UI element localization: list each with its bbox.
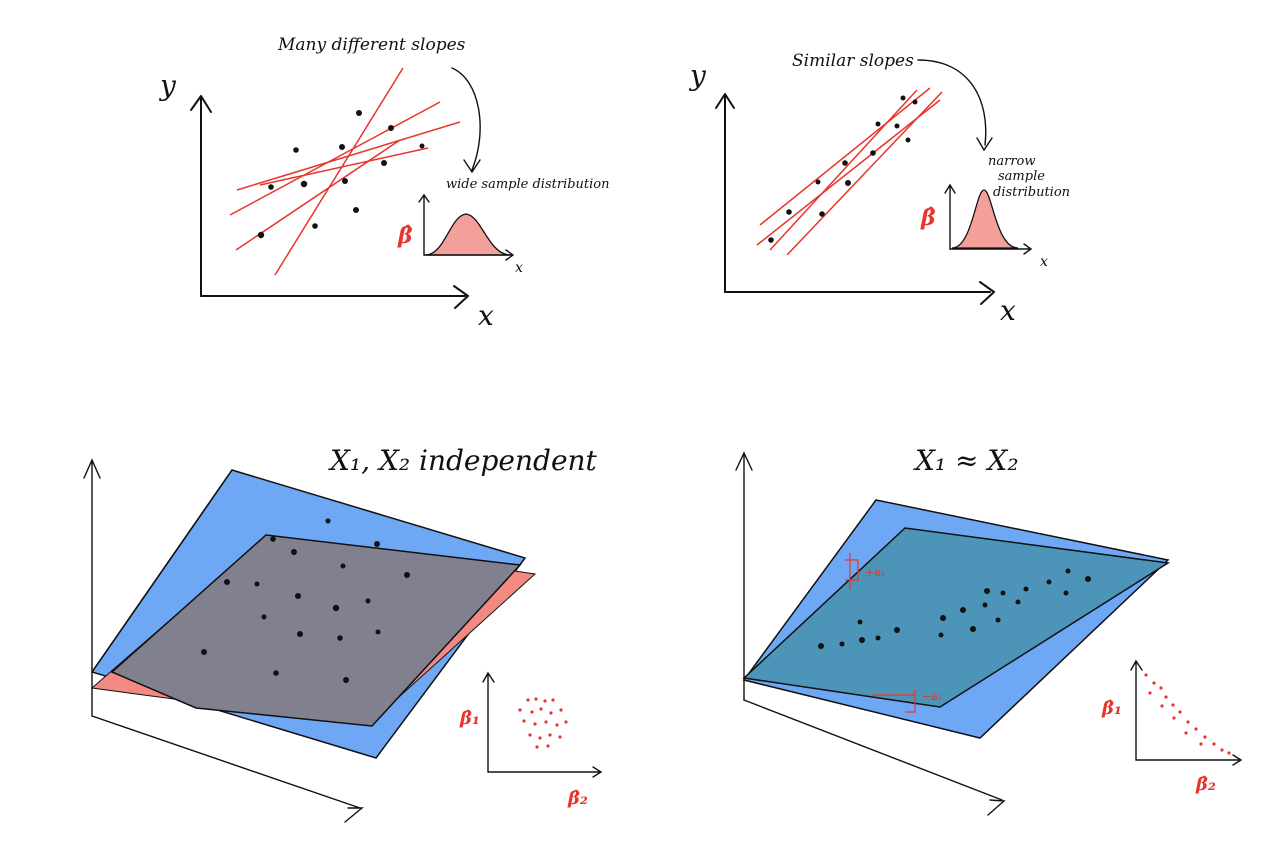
panel-bottom-left: X₁, X₂ independent xyxy=(83,444,603,823)
inset-x-label: β̂₂ xyxy=(1195,774,1216,795)
inset-x-axis xyxy=(949,243,1033,255)
inset-distribution: narrow sample distribution β̂ x xyxy=(920,154,1070,270)
annotation-arrow xyxy=(917,59,993,152)
plane-annot-top: +a₁ xyxy=(865,566,885,579)
inset-y-label: β̂₁ xyxy=(1101,698,1122,719)
inset-x-axis xyxy=(487,766,603,778)
annotation-arrow xyxy=(451,67,481,174)
inset-y-axis xyxy=(418,193,430,256)
plane-annot-bottom: −a₁ xyxy=(922,690,942,703)
inset-x-axis xyxy=(423,249,515,261)
plane-offset-lower xyxy=(872,690,916,713)
x1-axis xyxy=(743,699,1006,816)
panel-bottom-right: X₁ ≈ X₂ +a₁ −a₁ xyxy=(735,444,1243,816)
x-axis-label: x xyxy=(478,299,494,332)
data-points xyxy=(201,518,410,683)
x-axis xyxy=(200,285,469,309)
panel-top-left: y x Many different slopes xyxy=(158,35,610,332)
inset-x-label: x xyxy=(515,260,523,276)
fit-lines xyxy=(756,87,943,256)
panel-top-right: y x Similar slopes narrow sample xyxy=(688,51,1070,327)
y-axis xyxy=(715,93,735,293)
inset-distribution: wide sample distribution β̂ x xyxy=(397,177,610,276)
sampling-distribution-curve xyxy=(951,189,1019,249)
arrow-label-line3: distribution xyxy=(993,185,1070,200)
y-axis-label: y xyxy=(688,59,707,92)
data-points xyxy=(818,568,1091,649)
inset-x-label: x xyxy=(1040,254,1048,270)
z-axis xyxy=(83,458,101,717)
inset-y-label: β̂ xyxy=(920,205,936,231)
panel-title: X₁ ≈ X₂ xyxy=(913,444,1019,477)
plane-offset-upper xyxy=(845,553,859,590)
z-axis xyxy=(735,451,753,701)
inset-coefficient-scatter: β̂₁ β̂₂ xyxy=(459,671,603,809)
inset-y-label: β̂ xyxy=(397,223,413,249)
inset-y-axis xyxy=(944,183,956,250)
y-axis xyxy=(190,95,212,297)
inset-coefficient-scatter: β̂₁ β̂₂ xyxy=(1101,659,1243,795)
plane-edge xyxy=(91,469,233,673)
planes-overlap xyxy=(110,534,522,727)
arrow-label: wide sample distribution xyxy=(446,177,610,192)
panel-title: X₁, X₂ independent xyxy=(328,444,598,477)
sampling-distribution-curve xyxy=(425,213,511,256)
panel-title: Similar slopes xyxy=(792,51,914,71)
inset-y-axis xyxy=(482,671,495,773)
arrow-label-line2: sample xyxy=(998,169,1045,184)
planes-overlap xyxy=(742,527,1171,708)
inset-y-axis xyxy=(1130,659,1143,761)
panel-title: Many different slopes xyxy=(277,35,466,55)
fit-lines xyxy=(229,67,461,276)
arrow-label-line1: narrow xyxy=(988,154,1036,169)
inset-x-label: β̂₂ xyxy=(567,788,588,809)
x-axis xyxy=(724,281,995,305)
y-axis-label: y xyxy=(158,69,177,102)
x-axis-label: x xyxy=(1000,294,1016,327)
data-points xyxy=(768,95,918,243)
inset-y-label: β̂₁ xyxy=(459,708,480,729)
inset-x-axis xyxy=(1135,754,1243,766)
x1-axis xyxy=(91,715,364,823)
data-points xyxy=(257,110,425,239)
